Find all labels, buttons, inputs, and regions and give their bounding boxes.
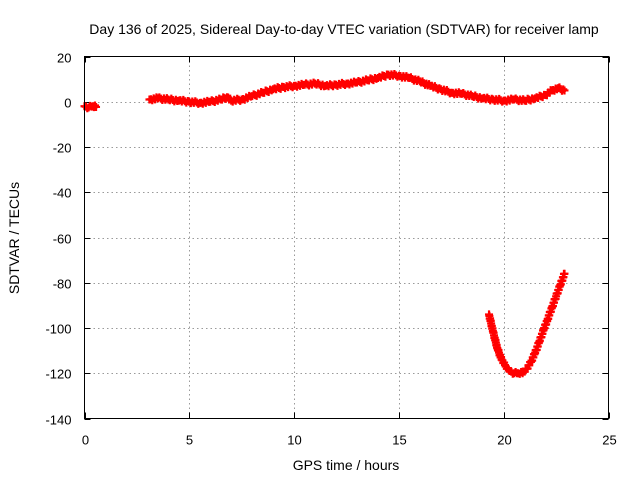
y-tick-label: -40 [53,186,72,201]
y-tick-label: -100 [45,322,71,337]
data-point [560,86,569,95]
data-point [560,269,569,278]
y-tick-label: -20 [53,141,72,156]
x-tick-label: 5 [186,433,193,448]
x-tick-label: 10 [287,433,301,448]
x-tick-label: 25 [602,433,616,448]
y-tick-label: -60 [53,232,72,247]
plot-frame [84,56,609,419]
y-tick-label: -140 [45,413,71,428]
y-tick-label: -120 [45,367,71,382]
series-3 [485,269,569,378]
x-tick-label: 0 [82,433,89,448]
data-points [80,70,569,378]
axis-ticks: -140 -120 -100 -80 -60 -40 -20 0 20 0 5 10 15 20 25 [45,51,616,448]
x-axis-title: GPS time / hours [293,457,400,473]
y-axis-title: SDTVAR / TECUs [6,182,22,294]
y-tick-label: -80 [53,277,72,292]
series-2 [145,70,569,108]
x-tick-label: 15 [392,433,406,448]
x-tick-label: 20 [497,433,511,448]
y-tick-label: 0 [64,96,71,111]
y-tick-label: 20 [57,51,71,66]
series-1 [80,101,101,113]
data-point [92,102,101,111]
chart-title: Day 136 of 2025, Sidereal Day-to-day VTE… [89,21,599,37]
